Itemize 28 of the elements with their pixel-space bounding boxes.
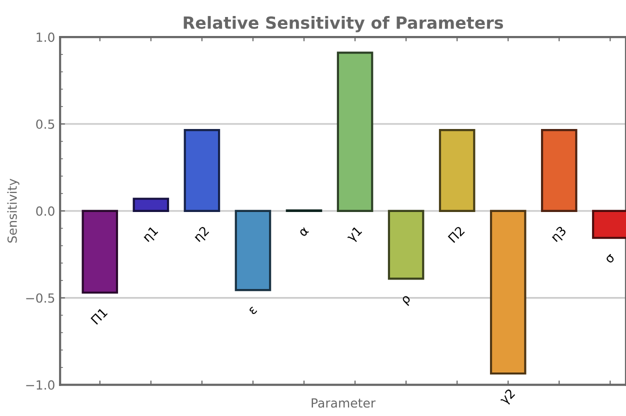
x-tick-label: γ1 <box>346 226 364 244</box>
x-tick-label: ε <box>248 306 258 315</box>
bar <box>336 52 374 212</box>
bar <box>184 129 220 212</box>
y-tick-label: −0.5 <box>26 293 54 303</box>
y-tick-label: 1.0 <box>36 32 54 42</box>
x-tick-label: ρ <box>402 294 413 306</box>
x-tick-label: α <box>299 227 310 237</box>
x-tick-label: Π2 <box>448 226 465 243</box>
bar <box>388 210 424 280</box>
bar <box>82 210 118 294</box>
x-tick-label: η3 <box>550 226 568 244</box>
bar <box>234 210 272 292</box>
y-axis-title: Sensitivity <box>7 178 20 243</box>
x-tick-label: Π1 <box>90 308 108 325</box>
x-tick-label: η1 <box>142 226 160 244</box>
x-tick-label: η2 <box>193 226 211 244</box>
x-tick-label: σ <box>605 254 616 264</box>
chart-title: Relative Sensitivity of Parameters <box>184 16 504 32</box>
y-tick-label: 0.5 <box>36 119 54 129</box>
y-tick-label: 0.0 <box>36 206 54 216</box>
bar <box>438 129 476 212</box>
bar <box>132 198 170 212</box>
bar <box>541 129 578 212</box>
x-axis-title: Parameter <box>312 398 376 408</box>
x-tick-label: γ2 <box>498 388 517 407</box>
y-tick-label: −1.0 <box>26 380 54 390</box>
bar <box>490 210 526 375</box>
